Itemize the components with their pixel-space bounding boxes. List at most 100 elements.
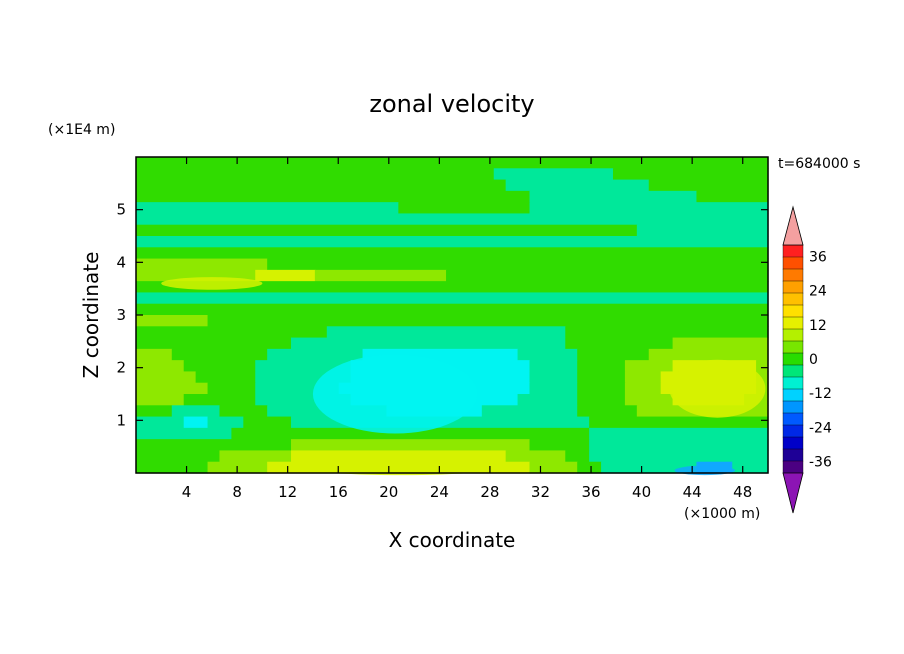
x-tick-label: 44 [683,483,702,501]
field-band [136,416,185,429]
x-tick-label: 20 [379,483,398,501]
field-band [219,450,292,463]
field-band [136,179,507,192]
x-axis-label: X coordinate [389,528,516,552]
field-band [255,269,316,282]
field-band [136,439,292,452]
colorbar-label: 24 [809,284,827,300]
field-band [136,360,185,373]
y-unit-label: (×1E4 m) [48,122,115,138]
field-band [267,258,769,271]
field-band [171,348,268,361]
field-band [529,461,578,474]
field-band [183,416,209,429]
field-band [136,382,209,395]
field-band [589,416,769,429]
field-band [565,326,769,339]
field-band [565,450,590,463]
field-band [183,394,256,406]
field-band [589,439,769,452]
field-band [136,461,209,474]
field-band [136,292,769,305]
colorbar-swatch [782,376,804,390]
colorbar-swatch [782,412,804,426]
colorbar-swatch [782,436,804,450]
field-band [255,371,352,384]
field-band [672,337,769,350]
colorbar-swatch [782,340,804,354]
colorbar-label: 36 [809,249,827,265]
field-band [136,337,292,350]
field-band [136,213,769,226]
colorbar-label: 0 [809,352,818,368]
field-band [136,224,638,237]
field-band [136,394,185,406]
field-band [207,416,244,429]
colorbar-swatch [782,304,804,318]
field-band [207,315,769,327]
field-band [505,450,566,463]
field-band [219,405,268,418]
colorbar-swatch [782,268,804,282]
colorbar-swatch [782,400,804,414]
field-band [243,416,292,429]
y-tick-label: 5 [116,201,126,219]
colorbar-swatch [782,280,804,294]
x-tick-label: 12 [278,483,297,501]
colorbar-label: -36 [809,455,832,471]
y-axis-ticks: 1 2 3 4 5 [116,201,768,429]
field-band [505,179,650,192]
y-tick-label: 2 [116,359,126,377]
colorbar-label: -12 [809,386,832,402]
colorbar-swatch [782,388,804,402]
colorbar-swatch [782,256,804,270]
y-tick-label: 3 [116,306,126,324]
field-band [529,371,578,384]
field-band [529,202,769,215]
field-band [624,360,674,373]
velocity-contour-field [136,157,769,474]
field-band [648,348,769,361]
colorbar-swatch [782,316,804,330]
field-band [624,394,674,406]
field-band [136,157,769,169]
time-label: t=684000 s [778,156,860,172]
colorbar-under-triangle [782,472,804,514]
colorbar-swatch [782,460,804,474]
field-band [195,371,256,384]
colorbar-label: -24 [809,420,832,436]
colorbar-swatch [782,448,804,462]
field-band [612,168,769,181]
field-band [577,382,626,395]
field-band [326,326,566,339]
field-band [446,269,769,282]
colorbar-label: 12 [809,318,827,334]
field-band [136,247,769,260]
field-band [136,236,769,248]
field-band [136,281,769,294]
x-tick-label: 28 [480,483,499,501]
field-band [493,168,614,181]
field-band [136,202,399,215]
field-band [255,360,352,373]
field-band [601,461,698,474]
y-tick-label: 4 [116,253,126,271]
x-tick-label: 40 [632,483,651,501]
colorbar-swatch [782,364,804,378]
field-band [291,337,566,350]
field-band [529,439,590,452]
field-band [732,461,769,474]
x-unit-label: (×1000 m) [684,506,760,522]
field-band [136,303,769,316]
field-band [589,427,769,440]
field-band [291,439,531,452]
y-axis-label: Z coordinate [79,252,103,379]
field-band [756,371,769,384]
field-band [291,450,507,463]
colorbar-swatch [782,352,804,366]
field-band [577,461,602,474]
field-band [577,348,650,361]
field-band [136,190,531,203]
field-band [481,405,578,418]
field-blob [669,359,766,418]
